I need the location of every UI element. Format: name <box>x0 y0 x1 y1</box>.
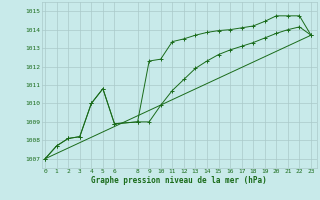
X-axis label: Graphe pression niveau de la mer (hPa): Graphe pression niveau de la mer (hPa) <box>91 176 267 185</box>
